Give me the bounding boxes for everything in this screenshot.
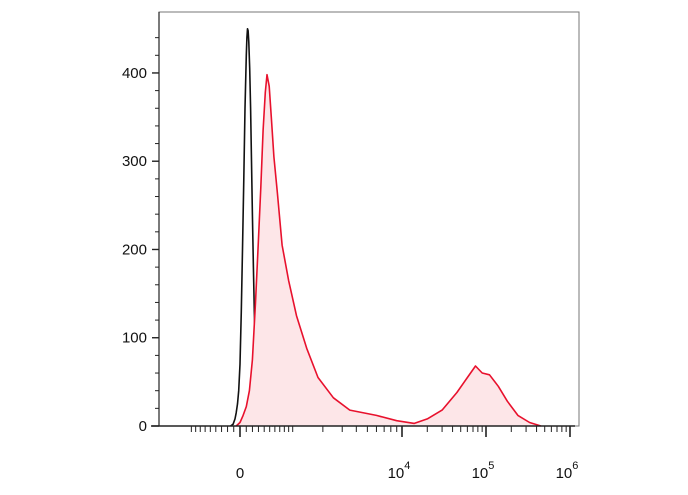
- plot-frame: [158, 11, 580, 427]
- x-tick-label: 0: [236, 465, 244, 482]
- y-axis: 0 100 200 300 400: [122, 12, 160, 435]
- x-tick-exponent: 5: [488, 460, 494, 472]
- x-tick-label: 106: [556, 460, 579, 482]
- y-tick-label: 0: [139, 418, 147, 435]
- series-1-line: [235, 73, 542, 427]
- x-tick-label: 104: [388, 460, 411, 482]
- series-layer: [230, 28, 542, 427]
- y-tick-label: 100: [122, 330, 147, 347]
- x-tick-exponent: 4: [404, 460, 410, 472]
- x-tick-exponent: 6: [572, 460, 578, 472]
- x-tick-label: 105: [472, 460, 495, 482]
- y-tick-label: 200: [122, 241, 147, 258]
- series-1-area: [236, 74, 541, 426]
- x-axis: 0 104 105 106: [151, 425, 579, 482]
- y-tick-label: 300: [122, 153, 147, 170]
- y-tick-label: 400: [122, 65, 147, 82]
